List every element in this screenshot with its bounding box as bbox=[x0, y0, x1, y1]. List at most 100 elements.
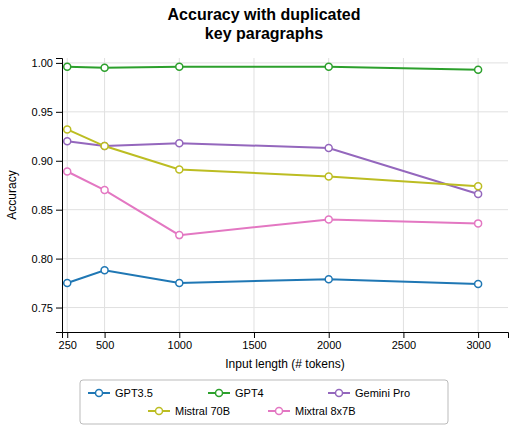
x-tick: 3000 bbox=[466, 332, 490, 351]
plot-area: 250500100015002000250030000.750.800.850.… bbox=[32, 57, 509, 351]
point bbox=[475, 281, 482, 288]
point bbox=[101, 187, 108, 194]
y-tick-mark bbox=[56, 161, 62, 162]
legend-item: Mixtral 8x7B bbox=[268, 405, 356, 417]
title-line: key paragraphs bbox=[205, 25, 323, 42]
series-line bbox=[67, 172, 478, 236]
x-tick-mark bbox=[329, 332, 330, 338]
x-tick: 1000 bbox=[168, 332, 192, 351]
x-axis: 250 500 1000 1500 2000 2500 3000 bbox=[59, 332, 509, 351]
legend: GPT3.5 GPT4 Gemini Pro Mistral 70B Mixtral 8… bbox=[80, 380, 448, 424]
point bbox=[101, 143, 108, 150]
y-grid-line bbox=[62, 160, 508, 161]
x-tick: 1500 bbox=[242, 332, 266, 351]
y-tick-mark bbox=[56, 308, 62, 309]
y-tick: 0.75 bbox=[32, 302, 62, 314]
legend-label: Mistral 70B bbox=[175, 405, 230, 417]
point bbox=[64, 280, 71, 287]
series-line bbox=[67, 129, 478, 186]
y-tick-label: 0.85 bbox=[32, 204, 53, 216]
x-grid-line bbox=[403, 58, 404, 332]
y-tick: 1.00 bbox=[32, 57, 62, 69]
grid bbox=[62, 58, 508, 332]
x-tick-mark bbox=[179, 332, 180, 338]
point bbox=[475, 66, 482, 73]
y-grid-line bbox=[62, 209, 508, 210]
point bbox=[475, 220, 482, 227]
x-tick-mark bbox=[67, 332, 68, 338]
point bbox=[176, 280, 183, 287]
x-tick-label: 1500 bbox=[242, 339, 266, 351]
y-tick-label: 0.75 bbox=[32, 302, 53, 314]
series-line bbox=[67, 270, 478, 284]
legend-marker bbox=[216, 390, 223, 397]
legend-label: GPT3.5 bbox=[115, 387, 153, 399]
x-tick-label: 500 bbox=[96, 339, 114, 351]
point bbox=[176, 232, 183, 239]
x-tick-label: 2000 bbox=[317, 339, 341, 351]
x-tick-mark bbox=[254, 332, 255, 338]
legend-marker bbox=[156, 408, 163, 415]
x-tick: 2500 bbox=[392, 332, 416, 351]
x-grid-line bbox=[253, 58, 254, 332]
x-axis-title: Input length (# tokens) bbox=[225, 357, 344, 371]
y-axis-line bbox=[56, 59, 63, 333]
point bbox=[176, 140, 183, 147]
x-tick: 250 bbox=[59, 332, 77, 351]
y-tick: 0.95 bbox=[32, 106, 62, 118]
y-tick-mark bbox=[56, 259, 62, 260]
title: Accuracy with duplicated key paragraphs bbox=[168, 6, 361, 42]
point bbox=[64, 138, 71, 145]
x-tick: 2000 bbox=[317, 332, 341, 351]
x-grid-line bbox=[67, 58, 68, 332]
point bbox=[64, 63, 71, 70]
y-tick: 0.90 bbox=[32, 155, 62, 167]
series-line bbox=[67, 141, 478, 194]
point bbox=[325, 276, 332, 283]
legend-marker bbox=[276, 408, 283, 415]
y-tick-mark bbox=[56, 210, 62, 211]
legend-label: Mixtral 8x7B bbox=[295, 405, 356, 417]
legend-marker bbox=[96, 390, 103, 397]
legend-label: GPT4 bbox=[235, 387, 264, 399]
y-tick-label: 0.80 bbox=[32, 253, 53, 265]
y-grid-line bbox=[62, 62, 508, 63]
y-grid-line bbox=[62, 307, 508, 308]
y-tick-mark bbox=[56, 112, 62, 113]
legend-label: Gemini Pro bbox=[355, 387, 410, 399]
y-grid-line bbox=[62, 258, 508, 259]
x-tick-mark bbox=[403, 332, 404, 338]
x-grid-line bbox=[328, 58, 329, 332]
point bbox=[325, 63, 332, 70]
legend-marker bbox=[336, 390, 343, 397]
x-tick-label: 3000 bbox=[466, 339, 490, 351]
x-tick: 500 bbox=[96, 332, 114, 351]
point bbox=[325, 216, 332, 223]
y-tick-label: 1.00 bbox=[32, 57, 53, 69]
x-tick-mark bbox=[478, 332, 479, 338]
y-grid-line bbox=[62, 111, 508, 112]
x-axis-line bbox=[63, 333, 509, 339]
y-axis: 0.75 0.80 0.85 0.90 0.95 1.00 bbox=[32, 57, 63, 333]
point bbox=[475, 191, 482, 198]
x-tick-label: 2500 bbox=[392, 339, 416, 351]
point bbox=[101, 143, 108, 150]
y-tick: 0.80 bbox=[32, 253, 62, 265]
x-tick-mark bbox=[105, 332, 106, 338]
x-tick-label: 1000 bbox=[168, 339, 192, 351]
point bbox=[325, 145, 332, 152]
legend-box bbox=[80, 380, 448, 424]
point bbox=[64, 126, 71, 133]
y-tick-label: 0.90 bbox=[32, 155, 53, 167]
y-axis-title: Accuracy bbox=[5, 170, 19, 219]
legend-item: GPT4 bbox=[208, 387, 264, 399]
point bbox=[101, 267, 108, 274]
legend-item: GPT3.5 bbox=[88, 387, 153, 399]
point bbox=[64, 168, 71, 175]
point bbox=[176, 166, 183, 173]
title-line: Accuracy with duplicated bbox=[168, 6, 361, 23]
point bbox=[325, 173, 332, 180]
y-tick-mark bbox=[56, 63, 62, 64]
y-tick-label: 0.95 bbox=[32, 106, 53, 118]
chart: 250500100015002000250030000.750.800.850.… bbox=[0, 0, 528, 430]
